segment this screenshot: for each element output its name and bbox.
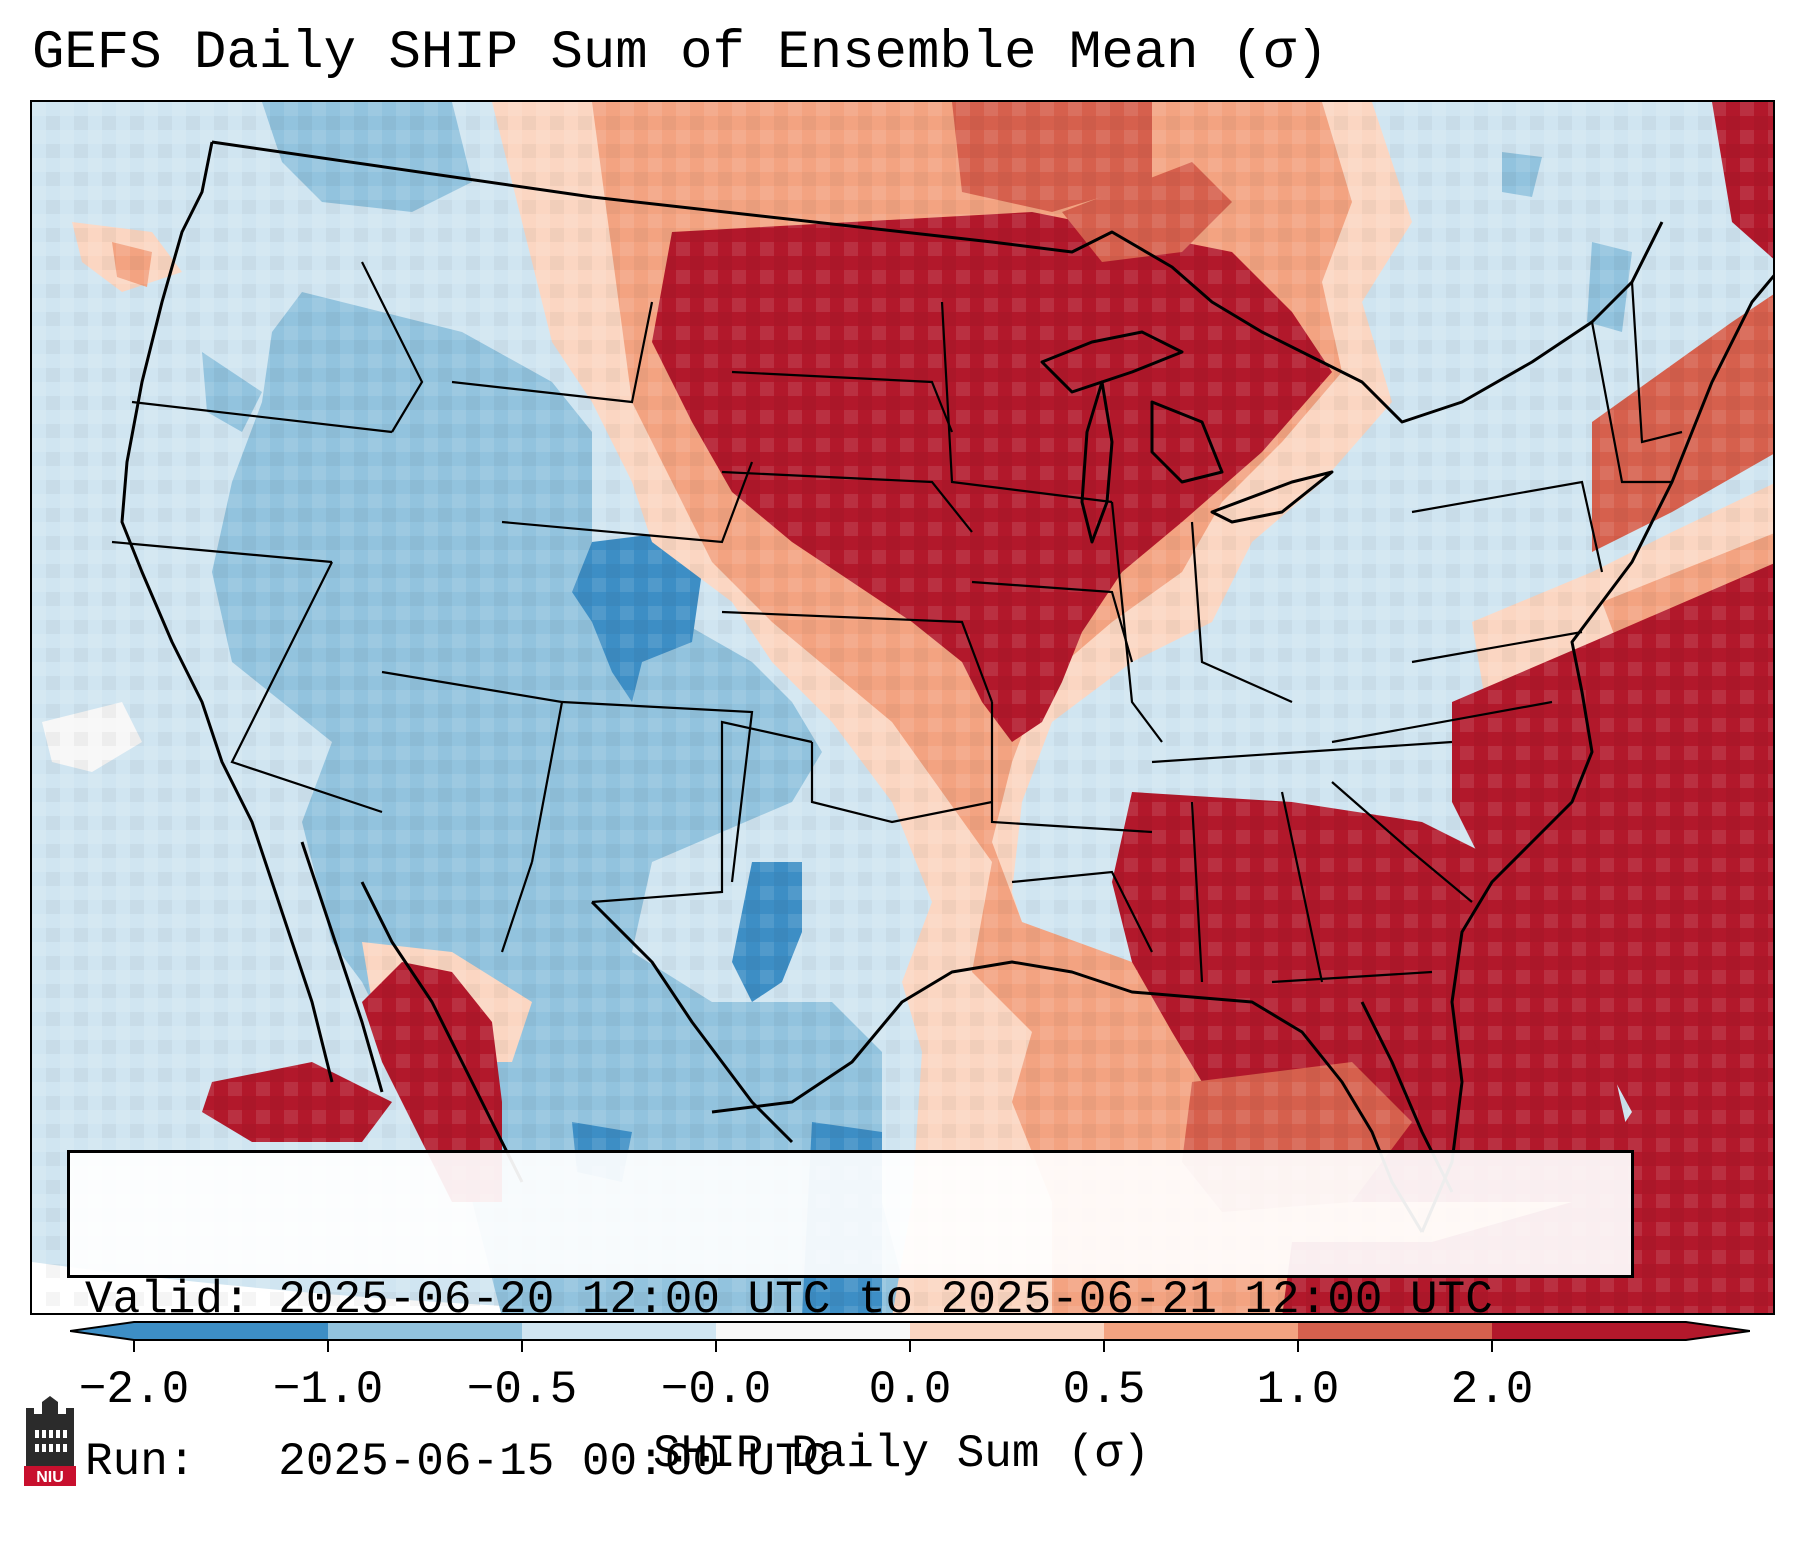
colorbar-segments: [70, 1321, 1750, 1352]
state-line-pa-ny: [1411, 480, 1604, 573]
state-line-ms-al: [1190, 791, 1324, 983]
colorbar-segment: [1492, 1322, 1687, 1340]
colorbar-label: SHIP Daily Sum (σ): [653, 1428, 1150, 1480]
colorbar-segment: [328, 1322, 523, 1340]
grid-texture: [32, 102, 1773, 1313]
map-canvas: [32, 102, 1773, 1313]
valid-run-info-box: Valid: 2025-06-20 12:00 UTC to 2025-06-2…: [67, 1150, 1634, 1488]
colorbar-tick-label: 1.0: [1256, 1364, 1340, 1416]
colorbar-tick-label: −1.0: [272, 1364, 384, 1416]
state-line-sd-ne: [721, 470, 973, 533]
logo-text: NIU: [36, 1469, 64, 1486]
rio-grande: [590, 900, 794, 1144]
state-line-ar-la: [1011, 870, 1153, 953]
logo-windows: [35, 1430, 67, 1452]
logo-badge: [24, 1466, 76, 1486]
colorbar-segment: [1104, 1322, 1299, 1340]
state-line-nc-va: [1331, 700, 1553, 744]
state-line-tx-ok: [810, 742, 993, 824]
valid-value: 2025-06-20 12:00 UTC to 2025-06-21 12:00…: [278, 1274, 1493, 1326]
state-line-mo-ar: [990, 702, 1153, 834]
colorbar-tick-label: 0.5: [1062, 1364, 1146, 1416]
state-line-wa-or: [131, 400, 393, 434]
baja-peninsula: [300, 841, 384, 1093]
colorbar: [70, 1321, 1750, 1352]
colorbar-tick-label: −0.0: [660, 1364, 772, 1416]
colorbar-tick-label: −2.0: [78, 1364, 190, 1416]
state-line-ga-sc: [1331, 781, 1473, 903]
colorbar-segment: [1298, 1322, 1493, 1340]
state-line-wy-co: [501, 461, 754, 544]
colorbar-tick-label: 0.0: [868, 1364, 952, 1416]
colorbar-segment: [134, 1322, 329, 1340]
state-line-az-nm: [500, 861, 534, 953]
lake-superior: [1040, 330, 1184, 394]
logo-tower-top: [26, 1396, 74, 1422]
colorbar-tick-label: 2.0: [1450, 1364, 1534, 1416]
lake-michigan: [1080, 380, 1114, 544]
state-line-mt-wy: [451, 301, 654, 404]
run-value: 2025-06-15 00:00 UTC: [278, 1436, 831, 1488]
state-line-mn-ia: [940, 301, 1113, 504]
state-line-nm-tx: [591, 720, 813, 904]
valid-row: Valid: 2025-06-20 12:00 UTC to 2025-06-2…: [85, 1273, 1631, 1327]
state-line-nv-ut: [230, 561, 383, 814]
state-borders: [111, 261, 1683, 984]
run-row: Run: 2025-06-15 00:00 UTC: [85, 1435, 1631, 1489]
state-line-nd-sd: [731, 370, 954, 433]
map-boundaries: [120, 140, 1773, 1233]
lake-erie: [1210, 470, 1334, 524]
us-canada-border: [211, 140, 1664, 424]
state-line-or-ca: [111, 540, 333, 564]
state-line-ks-ne: [721, 610, 994, 703]
niu-logo: NIU: [24, 1396, 76, 1486]
state-line-nh-me: [1630, 281, 1683, 444]
map-panel: [30, 100, 1775, 1315]
state-line-pa-md: [1411, 630, 1583, 664]
colorbar-segment: [522, 1322, 717, 1340]
gulf-coast: [711, 960, 1424, 1233]
colorbar-segment: [716, 1322, 911, 1340]
colorbar-extend-low: [70, 1322, 134, 1340]
run-label: Run:: [85, 1436, 196, 1488]
colorbar-segment: [910, 1322, 1105, 1340]
lake-huron: [1150, 400, 1224, 484]
valid-label: Valid:: [85, 1274, 251, 1326]
state-line-ny-vt: [1590, 321, 1672, 484]
colorbar-extend-high: [1686, 1322, 1750, 1340]
east-coast: [1420, 274, 1773, 1233]
state-line-id-west: [361, 261, 424, 433]
state-line-oh-ky: [1190, 521, 1293, 704]
colorbar-tick-label: −0.5: [466, 1364, 578, 1416]
state-line-il-in: [1110, 501, 1163, 743]
west-coast: [120, 141, 334, 1083]
state-line-tn: [1151, 740, 1453, 764]
state-line-co-nm: [561, 700, 754, 883]
mexico-west-coast: [360, 881, 524, 1183]
chart-title: GEFS Daily SHIP Sum of Ensemble Mean (σ): [32, 23, 1329, 84]
state-line-ga-fl: [1271, 970, 1433, 984]
